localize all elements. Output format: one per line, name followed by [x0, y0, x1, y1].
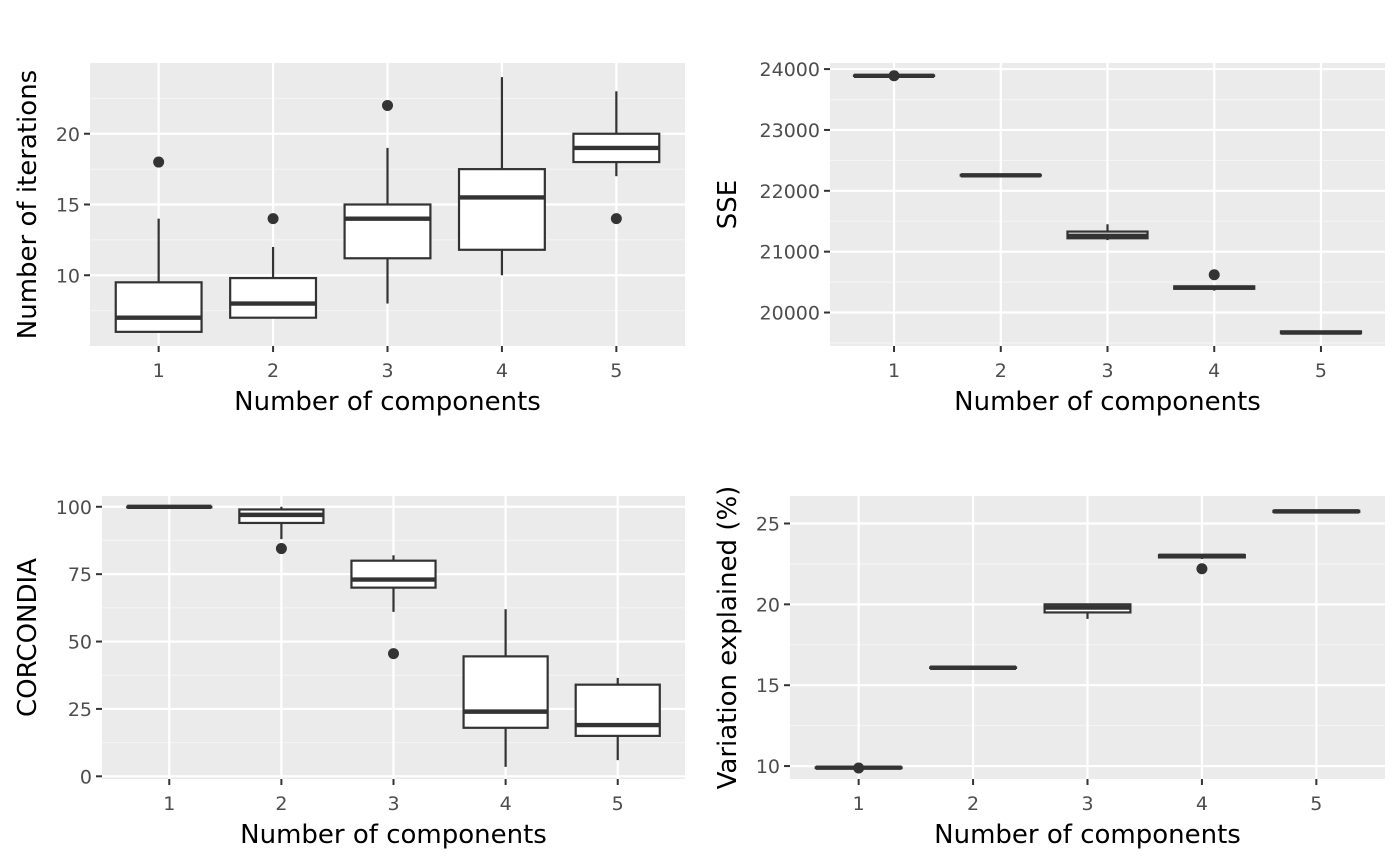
y-tick-label: 20 — [56, 124, 80, 146]
box-5 — [574, 677, 661, 761]
box-2 — [929, 665, 1018, 670]
x-tick-label: 3 — [1081, 793, 1093, 815]
x-tick-label: 4 — [1208, 360, 1220, 382]
x-tick-label: 5 — [1310, 793, 1322, 815]
x-tick-label: 3 — [381, 360, 393, 382]
x-tick-label: 4 — [496, 360, 508, 382]
y-tick-label: 75 — [68, 564, 92, 586]
outlier-point — [275, 543, 287, 555]
panel-corcondia: 0 25 50 75 100 1 2 3 4 5 Number of components CORCO… — [13, 496, 685, 850]
x-axis-title: Number of components — [234, 387, 541, 417]
x-tick-label: 3 — [387, 793, 399, 815]
x-axis-title: Number of components — [954, 387, 1261, 417]
outlier-point — [610, 213, 622, 225]
outlier-point — [388, 648, 399, 660]
box-iqr — [229, 276, 318, 319]
box-3 — [350, 555, 437, 660]
x-tick-label: 4 — [1196, 793, 1208, 815]
outlier-point — [382, 99, 393, 111]
x-tick-label: 2 — [267, 360, 279, 382]
box-iqr — [114, 281, 203, 333]
box-4 — [457, 77, 546, 276]
box-1 — [814, 762, 903, 774]
x-tick-label: 1 — [853, 793, 865, 815]
x-tick-label: 2 — [275, 793, 287, 815]
y-tick-label: 25 — [68, 699, 92, 721]
box-1 — [114, 156, 203, 333]
box-4 — [462, 609, 549, 767]
box-2 — [238, 506, 325, 555]
x-tick-label: 1 — [888, 360, 900, 382]
panel-sse: 20000 21000 22000 23000 24000 1 2 3 4 5 Number of … — [713, 59, 1385, 417]
y-axis-title: Number of iterations — [13, 70, 43, 339]
box-iqr — [574, 683, 661, 737]
x-tick-label: 1 — [163, 793, 175, 815]
y-tick-label: 22000 — [760, 181, 820, 203]
box-iqr — [343, 203, 432, 260]
box-2 — [959, 173, 1042, 178]
x-tick-label: 1 — [153, 360, 165, 382]
box-3 — [343, 99, 432, 304]
y-tick-label: 100 — [56, 497, 92, 519]
box-2 — [229, 213, 318, 319]
y-axis-title: Variation explained (%) — [713, 486, 743, 790]
outlier-point — [1208, 269, 1220, 281]
x-tick-label: 5 — [1315, 360, 1327, 382]
panel-iterations: 10 15 20 1 2 3 4 5 Number of components Number of… — [13, 63, 685, 417]
box-5 — [1279, 330, 1363, 335]
box-5 — [1272, 509, 1361, 514]
outlier-point — [1196, 563, 1208, 575]
box-1 — [852, 70, 936, 82]
x-axis-title: Number of components — [934, 820, 1241, 850]
outlier-point — [153, 156, 165, 168]
x-tick-label: 2 — [995, 360, 1007, 382]
y-tick-label: 24000 — [760, 59, 820, 81]
y-tick-label: 10 — [56, 265, 80, 287]
box-1 — [126, 504, 213, 509]
outlier-point — [267, 213, 279, 225]
y-tick-label: 25 — [756, 513, 780, 535]
y-tick-label: 20000 — [760, 303, 820, 325]
x-tick-label: 2 — [967, 793, 979, 815]
y-tick-label: 15 — [756, 675, 780, 697]
x-tick-label: 5 — [610, 360, 622, 382]
outlier-point — [888, 70, 900, 82]
y-tick-label: 21000 — [760, 242, 820, 264]
y-tick-label: 15 — [56, 195, 80, 217]
box-iqr — [457, 168, 546, 251]
box-3 — [1043, 603, 1132, 619]
box-iqr — [350, 559, 437, 589]
y-tick-label: 23000 — [760, 120, 820, 142]
panel-variation: 10 15 20 25 1 2 3 4 5 Number of components Variati… — [713, 486, 1385, 850]
y-tick-label: 0 — [80, 766, 92, 788]
box-3 — [1066, 224, 1149, 241]
box-5 — [572, 91, 661, 225]
y-axis-title: SSE — [713, 180, 743, 229]
box-iqr — [462, 655, 549, 729]
x-tick-label: 4 — [500, 793, 512, 815]
x-tick-label: 5 — [612, 793, 624, 815]
y-axis-title: CORCONDIA — [13, 558, 43, 717]
x-axis-title: Number of components — [240, 820, 547, 850]
outlier-point — [853, 762, 865, 774]
x-tick-label: 3 — [1101, 360, 1113, 382]
y-tick-label: 10 — [756, 756, 780, 778]
box-4 — [1173, 269, 1256, 291]
y-tick-label: 20 — [756, 594, 780, 616]
y-tick-label: 50 — [68, 632, 92, 654]
box-4 — [1157, 553, 1246, 575]
